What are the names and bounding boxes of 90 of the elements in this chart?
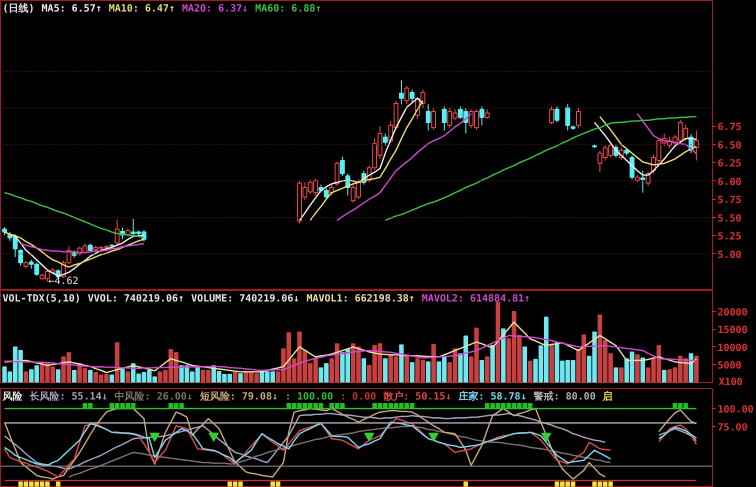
line-series [4, 321, 698, 374]
bar [614, 367, 618, 382]
bar [484, 356, 490, 382]
series-label: 短风险: 79.08↓ [198, 390, 278, 402]
candlestick [442, 106, 447, 132]
bar [362, 358, 366, 382]
bar [426, 361, 431, 382]
line-series [68, 425, 612, 478]
annotation: VVOL: 740219.06↑ [88, 294, 184, 304]
bar [24, 371, 28, 382]
bar [522, 346, 528, 382]
annotation: VOLUME: 740219.06↓ [191, 294, 300, 304]
text: 庄家: 58.78↓ [457, 390, 527, 402]
bar [431, 344, 436, 382]
candlestick [340, 156, 345, 176]
candlestick [640, 170, 646, 194]
y-tick-label: 6.00 [718, 176, 742, 188]
y-tick-label: 100.00 [718, 404, 754, 416]
y-tick-label: 6.50 [718, 140, 742, 152]
text: 警戒: 80.00 [532, 390, 596, 402]
y-tick-label: 6.25 [718, 158, 742, 170]
text: MA60: 6.88↑ [255, 4, 322, 14]
bar [635, 354, 640, 382]
bar [88, 370, 93, 382]
y-tick-label: 5.50 [718, 213, 742, 224]
text: MA5: 6.57↑ [42, 4, 102, 14]
candlestick [431, 107, 436, 130]
candlestick [694, 130, 699, 161]
y-tick-label: 15000 [718, 325, 748, 336]
bar [114, 342, 120, 382]
text: MAVOL1: 662198.38↑ [306, 294, 415, 304]
y-tick-label: 5.00 [718, 250, 742, 261]
candlestick [549, 106, 554, 124]
bar [501, 328, 506, 382]
candlestick [484, 108, 490, 120]
bar [399, 344, 404, 382]
line-series [4, 334, 698, 372]
bar [383, 358, 388, 382]
text: : 0.00 [340, 392, 376, 402]
bar [126, 371, 130, 382]
bar [549, 345, 554, 382]
candlestick [410, 89, 415, 103]
chart-title: 风险 [2, 390, 24, 402]
bar [688, 353, 694, 382]
y-tick-label: 75.00 [718, 422, 748, 434]
bar [640, 357, 646, 382]
text: 散户: 50.15↓ [382, 390, 452, 402]
bar [480, 360, 484, 382]
candlestick [334, 160, 340, 187]
candlestick [479, 106, 484, 126]
series-label: : 100.00 [284, 392, 334, 402]
chart-title: VOL-TDX(5,10) [2, 294, 81, 304]
text: 长风险: 55.14↓ [28, 390, 108, 402]
y-tick-label: 5000 [718, 360, 742, 372]
bar [490, 345, 495, 382]
bar [238, 373, 243, 382]
text: MA10: 6.47↑ [108, 4, 175, 14]
y-tick-label: 5.75 [718, 195, 742, 206]
bar [110, 374, 114, 382]
annotation: ←4.62 [48, 276, 79, 288]
bar [496, 302, 500, 382]
bar [528, 360, 532, 382]
y-tick-label: 10000 [718, 342, 748, 354]
y-tick-label: 6.75 [718, 122, 742, 134]
candlestick [18, 248, 24, 266]
y-tick-label: 5.25 [718, 232, 742, 243]
text: 启 [602, 390, 613, 402]
text: 中风险: 26.00↓ [114, 390, 193, 402]
candlestick [576, 107, 581, 129]
text: MA20: 6.37↓ [182, 4, 248, 14]
text: MAVOL2: 614884.81↑ [422, 294, 530, 304]
bar [662, 370, 666, 382]
candlestick [114, 219, 120, 245]
candlestick [565, 104, 570, 132]
bar [72, 370, 77, 382]
y-tick-label: 20000 [718, 307, 748, 318]
candlestick [426, 104, 431, 132]
candlestick [404, 85, 410, 105]
y-axis-title: X100 [718, 377, 743, 388]
bar [694, 356, 699, 382]
bar [232, 372, 238, 382]
bar [120, 368, 125, 382]
bar [404, 354, 410, 382]
candlestick [554, 106, 560, 123]
candlestick [382, 132, 388, 146]
bar [56, 369, 60, 382]
chart-title: (日线) [2, 2, 35, 14]
bar [410, 362, 414, 382]
candlestick [398, 80, 404, 105]
bar [619, 367, 624, 382]
